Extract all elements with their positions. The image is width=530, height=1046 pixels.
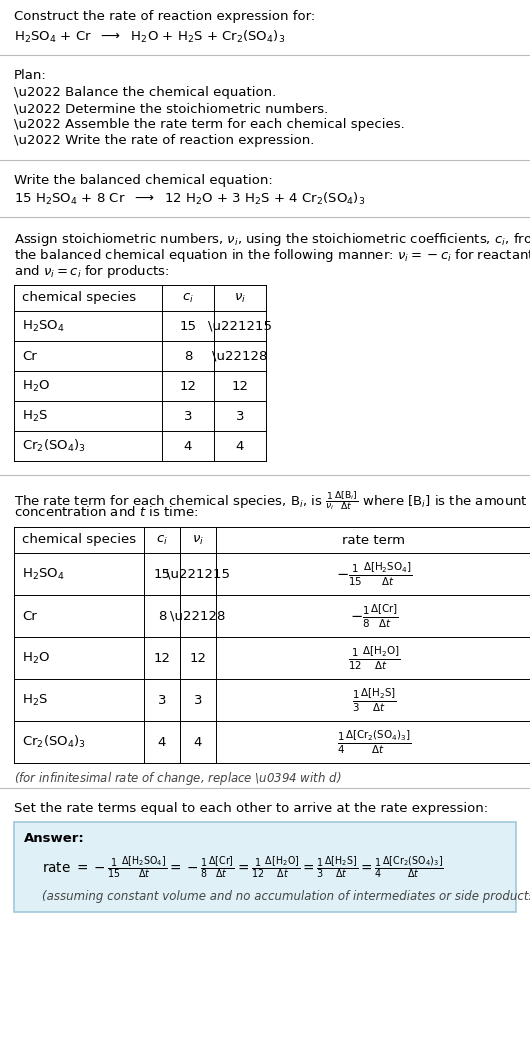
Text: \u2022 Balance the chemical equation.: \u2022 Balance the chemical equation. <box>14 86 276 99</box>
Text: Write the balanced chemical equation:: Write the balanced chemical equation: <box>14 174 273 187</box>
Text: $-\frac{1}{8}\frac{\Delta[\mathrm{Cr}]}{\Delta t}$: $-\frac{1}{8}\frac{\Delta[\mathrm{Cr}]}{… <box>349 602 399 630</box>
Text: The rate term for each chemical species, B$_i$, is $\frac{1}{\nu_i}\frac{\Delta[: The rate term for each chemical species,… <box>14 488 528 511</box>
Text: 15: 15 <box>154 568 171 581</box>
Text: \u22128: \u22128 <box>213 349 268 363</box>
Text: 12: 12 <box>154 652 171 664</box>
Text: $\nu_i$: $\nu_i$ <box>192 533 204 547</box>
Text: H$_2$S: H$_2$S <box>22 692 48 707</box>
Text: H$_2$O: H$_2$O <box>22 379 50 393</box>
Text: $\frac{1}{12}\frac{\Delta[\mathrm{H_2O}]}{\Delta t}$: $\frac{1}{12}\frac{\Delta[\mathrm{H_2O}]… <box>348 644 400 672</box>
Text: $\frac{1}{3}\frac{\Delta[\mathrm{H_2S}]}{\Delta t}$: $\frac{1}{3}\frac{\Delta[\mathrm{H_2S}]}… <box>352 686 396 713</box>
Text: Cr$_2$(SO$_4$)$_3$: Cr$_2$(SO$_4$)$_3$ <box>22 734 86 750</box>
Text: \u22128: \u22128 <box>170 610 226 622</box>
Text: the balanced chemical equation in the following manner: $\nu_i = -c_i$ for react: the balanced chemical equation in the fo… <box>14 247 530 264</box>
Text: \u2022 Assemble the rate term for each chemical species.: \u2022 Assemble the rate term for each c… <box>14 118 405 131</box>
Text: Cr$_2$(SO$_4$)$_3$: Cr$_2$(SO$_4$)$_3$ <box>22 438 86 454</box>
Text: \u221215: \u221215 <box>166 568 230 581</box>
Text: $-\frac{1}{15}\frac{\Delta[\mathrm{H_2SO_4}]}{\Delta t}$: $-\frac{1}{15}\frac{\Delta[\mathrm{H_2SO… <box>336 561 412 588</box>
Text: 3: 3 <box>236 409 244 423</box>
Text: Cr: Cr <box>22 610 37 622</box>
Text: H$_2$S: H$_2$S <box>22 408 48 424</box>
Text: concentration and $t$ is time:: concentration and $t$ is time: <box>14 505 198 519</box>
Text: 12: 12 <box>180 380 197 392</box>
Text: Assign stoichiometric numbers, $\nu_i$, using the stoichiometric coefficients, $: Assign stoichiometric numbers, $\nu_i$, … <box>14 231 530 248</box>
Text: rate term: rate term <box>342 533 405 546</box>
Text: (for infinitesimal rate of change, replace \u0394 with $d$): (for infinitesimal rate of change, repla… <box>14 770 341 787</box>
Text: $c_i$: $c_i$ <box>156 533 168 547</box>
Text: 3: 3 <box>158 693 166 706</box>
Text: $\frac{1}{4}\frac{\Delta[\mathrm{Cr_2(SO_4)_3}]}{\Delta t}$: $\frac{1}{4}\frac{\Delta[\mathrm{Cr_2(SO… <box>337 728 411 755</box>
Text: 4: 4 <box>236 439 244 453</box>
Text: Answer:: Answer: <box>24 832 85 845</box>
Text: Plan:: Plan: <box>14 69 47 82</box>
Text: 12: 12 <box>190 652 207 664</box>
Text: 8: 8 <box>158 610 166 622</box>
Text: 8: 8 <box>184 349 192 363</box>
Text: Construct the rate of reaction expression for:: Construct the rate of reaction expressio… <box>14 10 315 23</box>
Text: rate $= -\frac{1}{15}\frac{\Delta[\mathrm{H_2SO_4}]}{\Delta t} = -\frac{1}{8}\fr: rate $= -\frac{1}{15}\frac{\Delta[\mathr… <box>42 854 444 880</box>
Text: \u221215: \u221215 <box>208 319 272 333</box>
Text: H$_2$SO$_4$: H$_2$SO$_4$ <box>22 567 65 582</box>
Text: and $\nu_i = c_i$ for products:: and $\nu_i = c_i$ for products: <box>14 263 170 280</box>
Text: 12: 12 <box>232 380 249 392</box>
Text: 15 H$_2$SO$_4$ + 8 Cr  $\longrightarrow$  12 H$_2$O + 3 H$_2$S + 4 Cr$_2$(SO$_4$: 15 H$_2$SO$_4$ + 8 Cr $\longrightarrow$ … <box>14 191 365 207</box>
Text: H$_2$SO$_4$: H$_2$SO$_4$ <box>22 318 65 334</box>
Text: $\nu_i$: $\nu_i$ <box>234 292 246 304</box>
Text: 4: 4 <box>194 735 202 749</box>
Text: 4: 4 <box>184 439 192 453</box>
Text: $c_i$: $c_i$ <box>182 292 194 304</box>
Text: 15: 15 <box>180 319 197 333</box>
Text: \u2022 Determine the stoichiometric numbers.: \u2022 Determine the stoichiometric numb… <box>14 103 328 115</box>
Text: 4: 4 <box>158 735 166 749</box>
Text: Set the rate terms equal to each other to arrive at the rate expression:: Set the rate terms equal to each other t… <box>14 802 488 815</box>
Text: H$_2$O: H$_2$O <box>22 651 50 665</box>
Text: (assuming constant volume and no accumulation of intermediates or side products): (assuming constant volume and no accumul… <box>42 890 530 903</box>
Text: 3: 3 <box>184 409 192 423</box>
Text: Cr: Cr <box>22 349 37 363</box>
Text: 3: 3 <box>194 693 202 706</box>
Text: H$_2$SO$_4$ + Cr  $\longrightarrow$  H$_2$O + H$_2$S + Cr$_2$(SO$_4$)$_3$: H$_2$SO$_4$ + Cr $\longrightarrow$ H$_2$… <box>14 29 285 45</box>
Text: chemical species: chemical species <box>22 292 136 304</box>
FancyBboxPatch shape <box>14 822 516 912</box>
Text: chemical species: chemical species <box>22 533 136 546</box>
Text: \u2022 Write the rate of reaction expression.: \u2022 Write the rate of reaction expres… <box>14 134 314 147</box>
